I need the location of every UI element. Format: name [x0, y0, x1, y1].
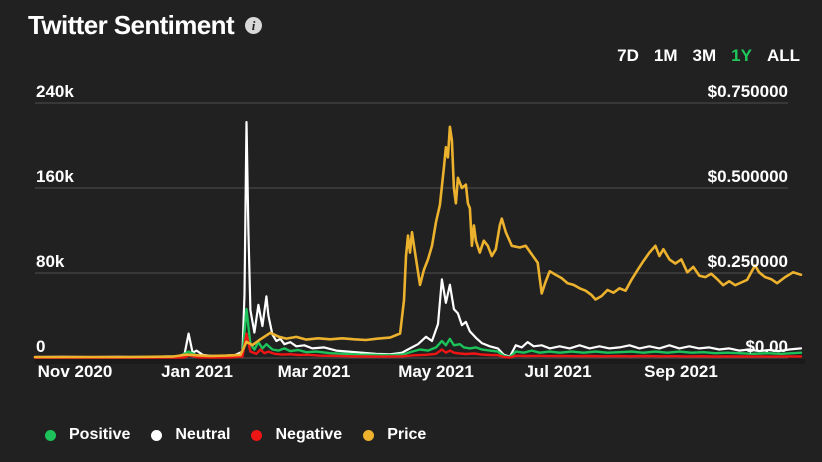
legend-item-price[interactable]: Price	[363, 426, 426, 444]
page-title: Twitter Sentiment	[28, 10, 235, 40]
legend-label: Positive	[69, 426, 131, 443]
legend-item-negative[interactable]: Negative	[251, 426, 342, 444]
range-button-3m[interactable]: 3M	[692, 46, 717, 65]
y-tick-left-240k: 240k	[36, 82, 74, 101]
positive-dot-icon	[45, 429, 56, 441]
range-button-7d[interactable]: 7D	[617, 46, 639, 65]
y-tick-right-$0.500000: $0.500000	[707, 167, 788, 186]
legend-label: Price	[387, 426, 427, 443]
y-tick-left-80k: 80k	[36, 252, 65, 271]
series-line-negative	[33, 332, 803, 359]
range-button-1y[interactable]: 1Y	[731, 46, 752, 65]
series-line-neutral	[33, 120, 803, 359]
y-tick-right-$0.250000: $0.250000	[707, 252, 788, 271]
info-icon[interactable]: i	[245, 17, 263, 34]
y-tick-right-$0.750000: $0.750000	[707, 82, 788, 101]
series-line-positive	[33, 307, 803, 359]
x-tick-jan-2021: Jan 2021	[161, 362, 233, 381]
y-tick-left-0: 0	[36, 337, 46, 356]
x-tick-mar-2021: Mar 2021	[277, 362, 351, 381]
y-tick-right-$0.00: $0.00	[745, 337, 788, 356]
y-tick-left-160k: 160k	[36, 167, 74, 186]
negative-dot-icon	[251, 429, 263, 441]
range-button-1m[interactable]: 1M	[653, 46, 678, 65]
legend-item-positive[interactable]: Positive	[45, 426, 130, 444]
x-tick-nov-2020: Nov 2020	[37, 362, 113, 381]
axis-base-strip	[35, 359, 805, 364]
x-tick-sep-2021: Sep 2021	[644, 362, 718, 381]
series-line-price	[33, 125, 803, 359]
x-tick-jul-2021: Jul 2021	[524, 362, 592, 381]
range-button-all[interactable]: ALL	[766, 46, 800, 65]
legend-item-neutral[interactable]: Neutral	[151, 426, 230, 444]
chart-legend: Positive Neutral Negative Price	[45, 426, 426, 444]
legend-label: Neutral	[175, 426, 231, 443]
x-tick-may-2021: May 2021	[398, 362, 474, 381]
time-range-selector: 7D 1M 3M 1Y ALL	[617, 46, 800, 66]
legend-label: Negative	[275, 426, 343, 443]
price-dot-icon	[363, 429, 375, 441]
header: Twitter Sentiment i	[28, 10, 263, 41]
neutral-dot-icon	[151, 429, 163, 441]
